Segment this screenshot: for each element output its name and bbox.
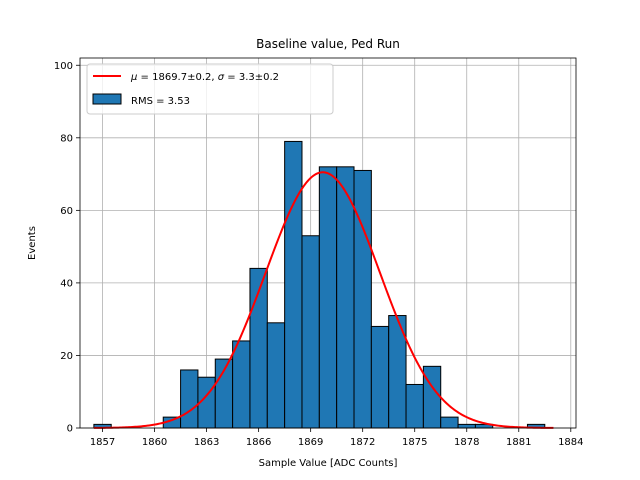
legend-sigma-value: = 3.3±0.2	[224, 72, 279, 83]
y-tick-label: 80	[60, 133, 73, 144]
y-axis-ticks: 0 20 40 60 80 100	[54, 61, 80, 435]
x-axis-label: Sample Value [ADC Counts]	[259, 458, 398, 469]
histogram-bar	[422, 365, 442, 429]
y-tick-label: 40	[60, 278, 73, 289]
x-tick-label: 1878	[454, 437, 479, 448]
histogram-bar	[336, 166, 355, 429]
y-tick-label: 20	[60, 351, 73, 362]
histogram-bar	[440, 416, 459, 429]
legend-box	[86, 63, 334, 115]
y-tick-label: 0	[67, 424, 73, 435]
x-tick-label: 1863	[194, 437, 219, 448]
y-axis-label: Events	[27, 226, 38, 260]
x-tick-label: 1866	[246, 437, 271, 448]
x-tick-label: 1857	[90, 437, 115, 448]
histogram-bar	[284, 140, 303, 429]
legend-rms-label: RMS = 3.53	[131, 96, 190, 107]
x-tick-label: 1869	[298, 437, 323, 448]
histogram-bar	[318, 166, 338, 429]
histogram-bar	[301, 235, 320, 429]
legend-histogram-swatch	[92, 93, 122, 105]
legend-mu-symbol: μ	[130, 72, 137, 83]
gaussian-fit-curve	[93, 171, 554, 429]
y-tick-label: 100	[54, 61, 73, 72]
histogram-bar	[180, 369, 199, 429]
legend-fit-label: μ = 1869.7±0.2, σ = 3.3±0.2	[130, 72, 279, 83]
legend-mu-value: = 1869.7±0.2,	[137, 72, 217, 83]
chart-title: Baseline value, Ped Run	[256, 37, 400, 51]
x-tick-label: 1884	[558, 437, 583, 448]
histogram-bar	[353, 169, 372, 429]
x-tick-label: 1875	[402, 437, 427, 448]
histogram-bar	[457, 423, 476, 429]
y-tick-label: 60	[60, 206, 73, 217]
legend-sigma-symbol: σ	[218, 72, 225, 83]
x-axis-ticks: 1857 1860 1863 1866 1869 1872 1875 1878 1881 1884	[90, 428, 584, 448]
histogram-bar	[232, 340, 251, 429]
x-tick-label: 1872	[350, 437, 375, 448]
histogram-bar	[266, 322, 286, 429]
legend: μ = 1869.7±0.2, σ = 3.3±0.2 RMS = 3.53	[86, 63, 334, 115]
axes-frame	[79, 57, 577, 429]
x-tick-label: 1881	[506, 437, 531, 448]
x-tick-label: 1860	[142, 437, 167, 448]
histogram-bar	[405, 383, 424, 429]
histogram-bar	[370, 325, 390, 429]
